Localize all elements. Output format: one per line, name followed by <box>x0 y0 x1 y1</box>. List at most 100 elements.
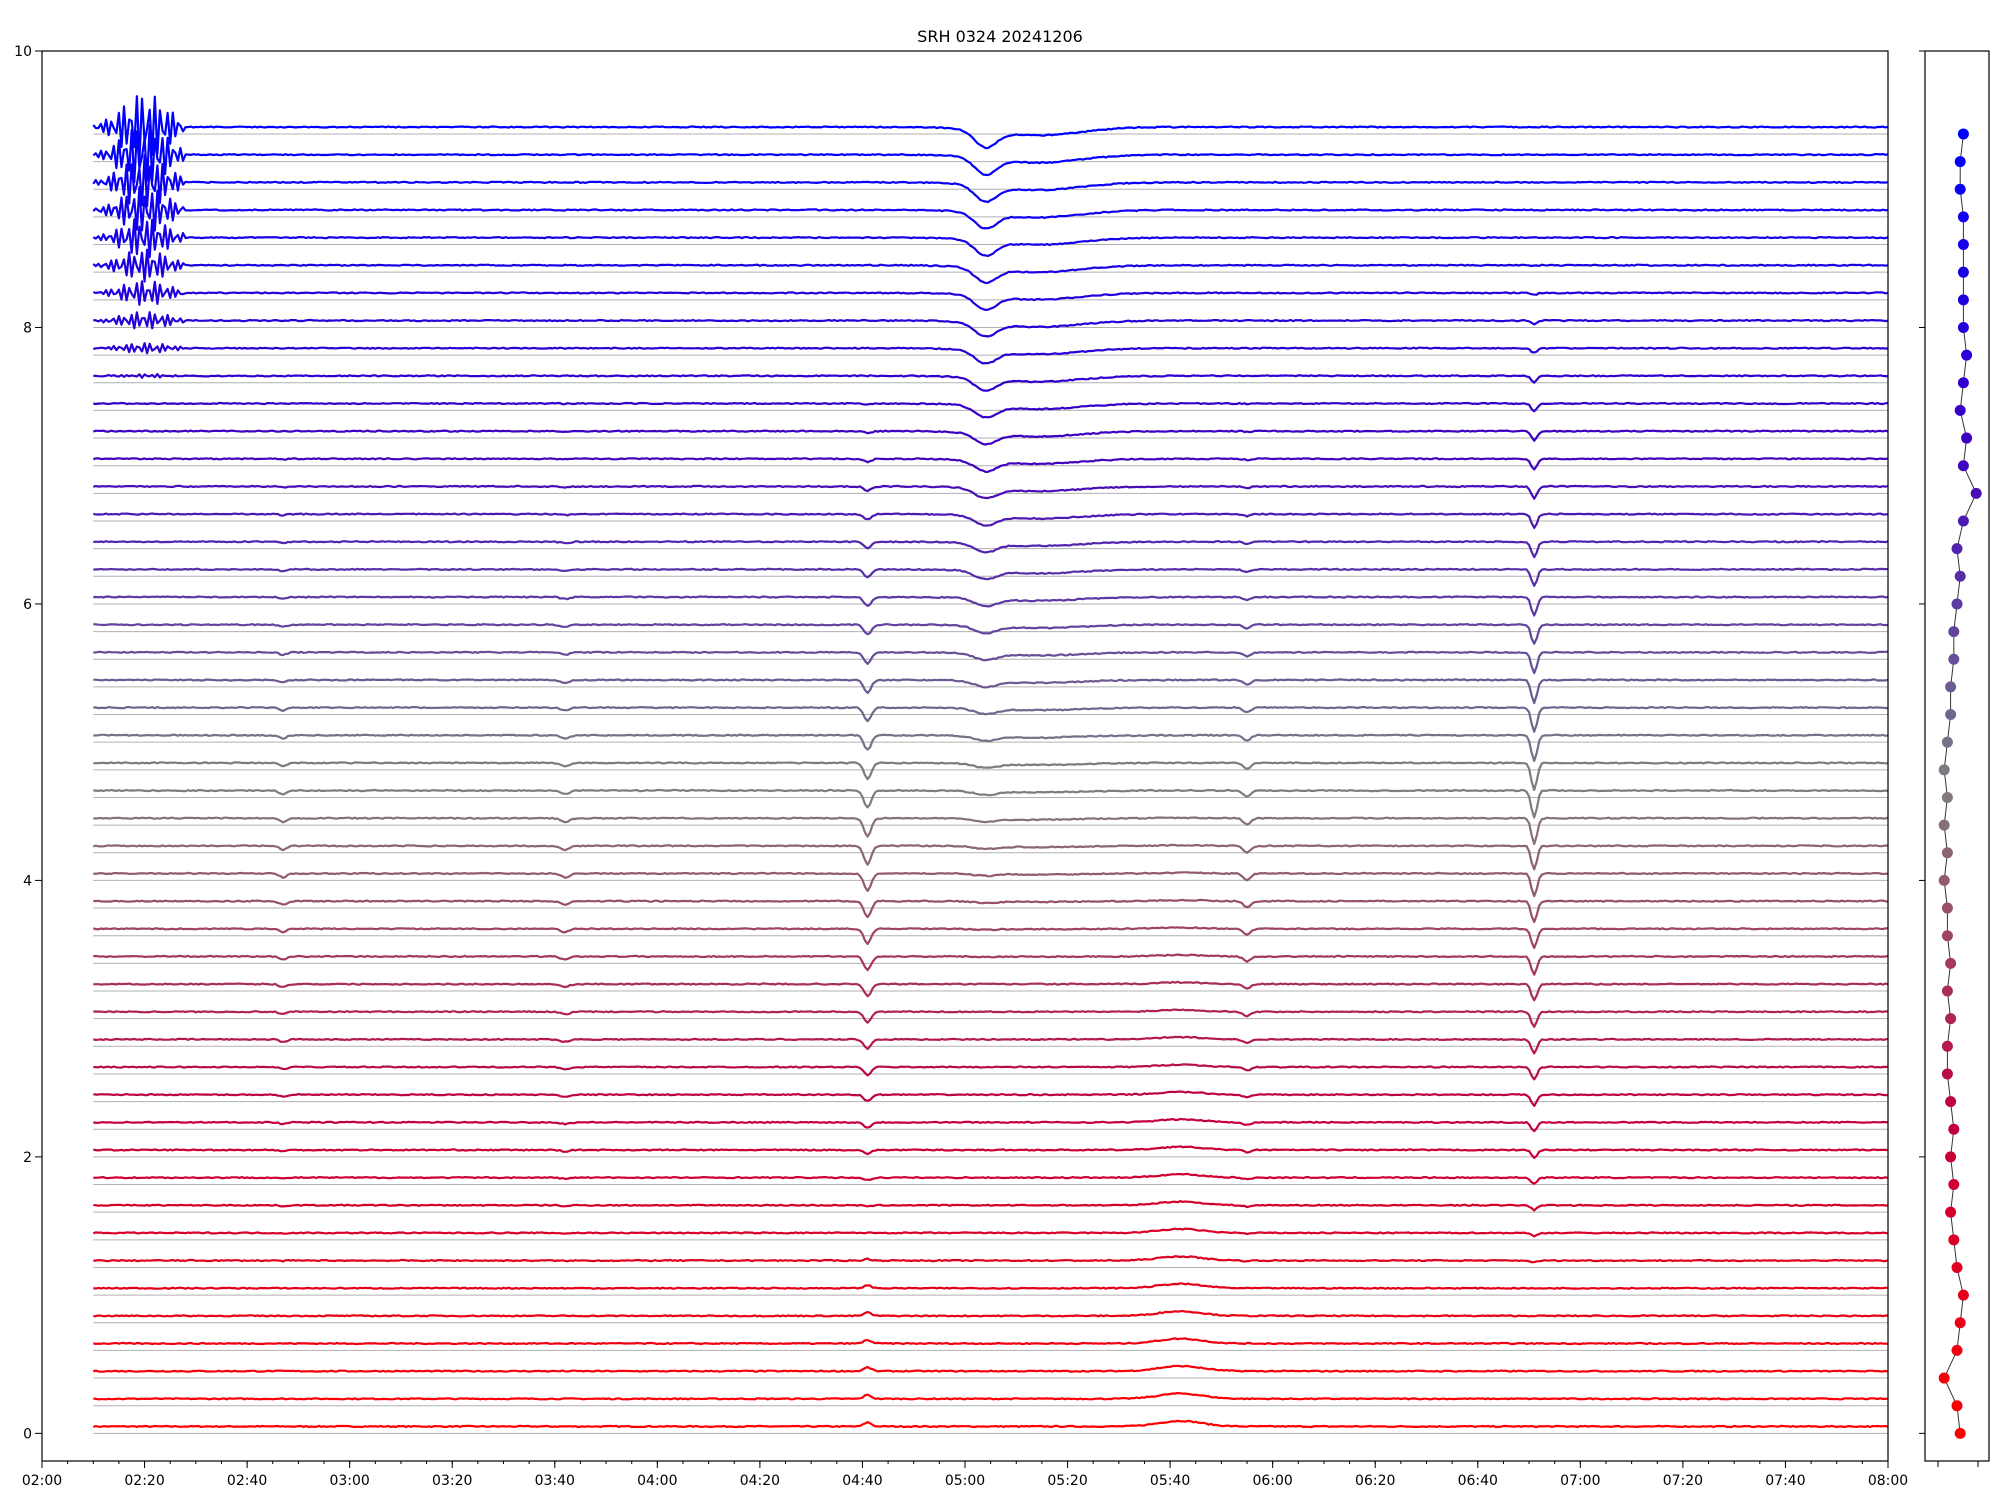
side-panel-point <box>1957 515 1969 527</box>
trace-line <box>92 218 1889 259</box>
trace-line <box>93 788 1889 819</box>
trace-line <box>92 1364 1889 1373</box>
trace-line <box>93 1172 1889 1185</box>
side-panel-point <box>1954 1317 1966 1329</box>
y-axis: 0 2 4 6 8 10 <box>14 44 42 1442</box>
side-panel-point <box>1957 377 1969 389</box>
trace-line <box>93 567 1889 587</box>
side-panel-point <box>1951 1344 1963 1356</box>
trace-line <box>92 280 1889 311</box>
side-panel-point <box>1954 570 1966 582</box>
x-tick-label: 03:00 <box>329 1473 369 1489</box>
side-panel-point <box>1938 819 1950 831</box>
chart-title: SRH 0324 20241206 <box>917 27 1083 46</box>
side-panel-point <box>1970 487 1982 499</box>
trace-line <box>92 457 1889 473</box>
trace-line <box>93 898 1889 924</box>
baseline-group <box>93 133 1888 1434</box>
trace-line <box>93 706 1889 733</box>
side-panel-ticks <box>1919 50 1979 1467</box>
x-tick-label: 04:20 <box>740 1473 780 1489</box>
side-panel <box>1919 50 1990 1467</box>
side-panel-point <box>1941 930 1953 942</box>
x-tick-label: 06:40 <box>1458 1473 1498 1489</box>
side-panel-point <box>1954 1427 1966 1439</box>
side-panel-point <box>1957 294 1969 306</box>
side-panel-point <box>1957 128 1969 140</box>
trace-line <box>93 1063 1889 1081</box>
x-tick-label: 07:00 <box>1560 1473 1600 1489</box>
side-panel-point <box>1957 1289 1969 1301</box>
trace-line <box>92 1419 1889 1429</box>
side-panel-marks <box>1938 128 1982 1439</box>
side-panel-frame <box>1924 50 1990 1462</box>
trace-line <box>93 1090 1889 1107</box>
main-plot: 02:00 02:20 02:40 03:00 03:20 03:40 04:00 04:20… <box>14 44 1908 1489</box>
trace-line <box>93 1309 1889 1318</box>
x-tick-label: 04:40 <box>842 1473 882 1489</box>
side-panel-point <box>1945 1151 1957 1163</box>
side-panel-point <box>1951 543 1963 555</box>
side-panel-point <box>1941 1040 1953 1052</box>
trace-line <box>93 733 1889 762</box>
trace-line <box>93 373 1889 392</box>
trace-line <box>93 843 1889 871</box>
trace-line <box>93 1008 1889 1028</box>
side-panel-point <box>1961 349 1973 361</box>
side-panel-point <box>1951 598 1963 610</box>
trace-line <box>92 123 1889 184</box>
side-panel-point <box>1945 957 1957 969</box>
side-panel-point <box>1941 985 1953 997</box>
x-tick-label: 08:00 <box>1868 1473 1908 1489</box>
side-panel-point <box>1951 1400 1963 1412</box>
y-tick-label: 2 <box>23 1150 32 1166</box>
y-tick-label: 8 <box>23 320 32 336</box>
trace-line <box>93 401 1889 419</box>
side-panel-point <box>1941 847 1953 859</box>
trace-line <box>92 186 1889 232</box>
side-panel-point <box>1957 321 1969 333</box>
side-panel-point <box>1938 1372 1950 1384</box>
x-tick-label: 06:20 <box>1355 1473 1395 1489</box>
x-tick-label: 05:40 <box>1150 1473 1190 1489</box>
trace-line <box>92 484 1889 500</box>
trace-line <box>93 678 1889 705</box>
side-panel-point <box>1957 211 1969 223</box>
trace-line <box>93 1391 1889 1401</box>
y-tick-label: 10 <box>14 44 32 60</box>
side-panel-point <box>1938 764 1950 776</box>
side-panel-point <box>1938 874 1950 886</box>
side-panel-point <box>1941 902 1953 914</box>
side-panel-point <box>1945 1206 1957 1218</box>
side-panel-point <box>1941 791 1953 803</box>
trace-line <box>93 980 1889 1002</box>
x-tick-label: 03:20 <box>432 1473 472 1489</box>
trace-line <box>93 953 1889 976</box>
main-plot-frame <box>41 50 1889 1462</box>
trace-line <box>93 761 1889 791</box>
side-panel-point <box>1954 156 1966 168</box>
x-tick-label: 06:00 <box>1252 1473 1292 1489</box>
trace-line <box>93 650 1888 675</box>
side-panel-point <box>1948 1179 1960 1191</box>
trace-line <box>93 1282 1889 1290</box>
trace-line <box>93 871 1889 898</box>
trace-line <box>92 1227 1889 1238</box>
trace-line <box>93 342 1889 365</box>
y-tick-label: 4 <box>23 873 32 889</box>
y-tick-label: 0 <box>23 1426 32 1442</box>
x-tick-label: 07:20 <box>1663 1473 1703 1489</box>
trace-line <box>93 816 1889 846</box>
side-panel-point <box>1941 736 1953 748</box>
trace-line <box>93 595 1889 617</box>
side-panel-point <box>1945 709 1957 721</box>
side-panel-point <box>1948 653 1960 665</box>
trace-line <box>93 1200 1889 1212</box>
side-panel-point <box>1941 1068 1953 1080</box>
x-tick-label: 05:00 <box>945 1473 985 1489</box>
side-panel-point <box>1954 183 1966 195</box>
side-panel-point <box>1957 266 1969 278</box>
trace-line <box>93 540 1889 559</box>
trace-line <box>93 1337 1889 1346</box>
side-panel-point <box>1957 239 1969 251</box>
